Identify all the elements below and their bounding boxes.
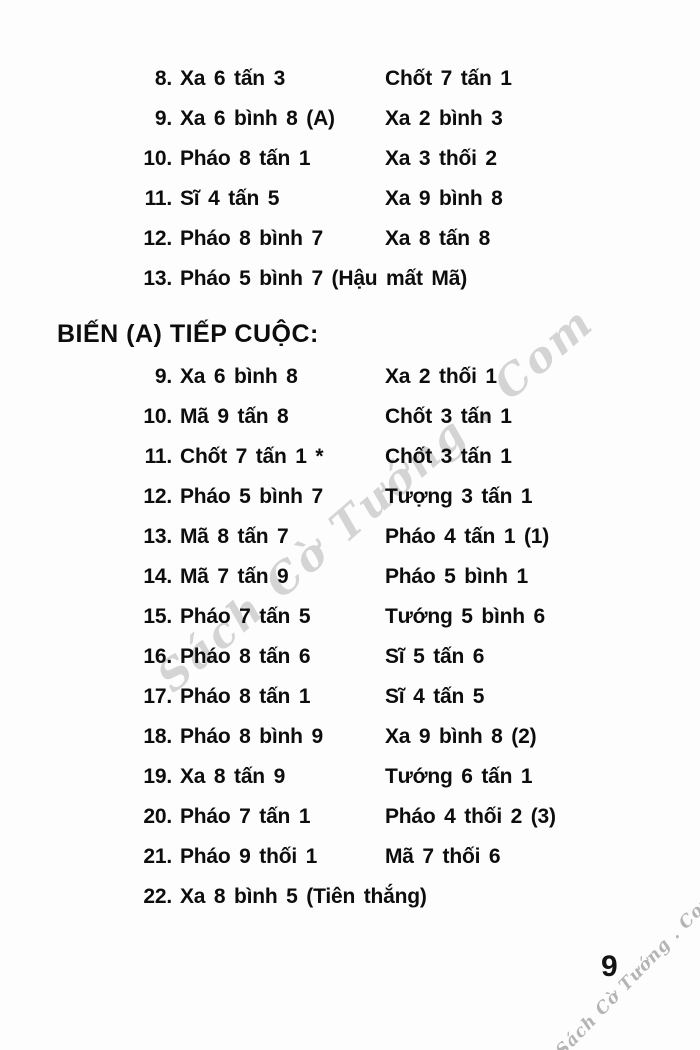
- move-row: 19. Xa 8 tấn 9 Tướng 6 tấn 1: [0, 758, 700, 798]
- black-move: Xa 2 bình 3: [385, 107, 503, 131]
- red-move: Pháo 5 bình 7: [180, 485, 323, 509]
- move-number: 9.: [154, 365, 172, 389]
- move-row: 14. Mã 7 tấn 9 Pháo 5 bình 1: [0, 558, 700, 598]
- move-number: 11.: [144, 187, 173, 211]
- move-row: 9. Xa 6 bình 8 (A) Xa 2 bình 3: [0, 100, 700, 140]
- move-number: 13.: [143, 267, 172, 291]
- black-move: Pháo 4 tấn 1 (1): [385, 525, 550, 549]
- red-move: Pháo 7 tấn 5: [180, 605, 311, 629]
- black-move: Tướng 5 bình 6: [385, 605, 545, 629]
- move-row: 16. Pháo 8 tấn 6 Sĩ 5 tấn 6: [0, 638, 700, 678]
- black-move: Xa 8 tấn 8: [385, 227, 491, 251]
- black-move: Tướng 6 tấn 1: [385, 765, 533, 789]
- black-move: Sĩ 4 tấn 5: [385, 685, 485, 709]
- move-row: 12. Pháo 5 bình 7 Tượng 3 tấn 1: [0, 478, 700, 518]
- move-number: 21.: [143, 845, 172, 869]
- red-move: Xa 6 bình 8: [180, 365, 298, 389]
- move-row: 11. Sĩ 4 tấn 5 Xa 9 bình 8: [0, 180, 700, 220]
- variation-heading: BIẾN (A) TIẾP CUỘC:: [57, 320, 319, 348]
- move-number: 16.: [143, 645, 172, 669]
- red-move: Xa 8 bình 5 (Tiên thắng): [180, 885, 427, 909]
- red-move: Chốt 7 tấn 1 *: [180, 445, 324, 469]
- move-number: 20.: [143, 805, 172, 829]
- move-number: 8.: [154, 67, 172, 91]
- red-move: Xa 8 tấn 9: [180, 765, 286, 789]
- move-row: 22. Xa 8 bình 5 (Tiên thắng): [0, 878, 700, 918]
- move-row: 9. Xa 6 bình 8 Xa 2 thối 1: [0, 358, 700, 398]
- move-number: 9.: [154, 107, 172, 131]
- black-move: Xa 2 thối 1: [385, 365, 497, 389]
- red-move: Pháo 5 bình 7 (Hậu mất Mã): [180, 267, 467, 291]
- move-row: 17. Pháo 8 tấn 1 Sĩ 4 tấn 5: [0, 678, 700, 718]
- move-row: 12. Pháo 8 bình 7 Xa 8 tấn 8: [0, 220, 700, 260]
- red-move: Pháo 7 tấn 1: [180, 805, 311, 829]
- black-move: Pháo 4 thối 2 (3): [385, 805, 556, 829]
- black-move: Tượng 3 tấn 1: [385, 485, 533, 509]
- red-move: Xa 6 tấn 3: [180, 67, 286, 91]
- move-row: 15. Pháo 7 tấn 5 Tướng 5 bình 6: [0, 598, 700, 638]
- move-number: 10.: [143, 405, 172, 429]
- red-move: Pháo 8 bình 9: [180, 725, 323, 749]
- move-number: 13.: [143, 525, 172, 549]
- black-move: Xa 9 bình 8: [385, 187, 503, 211]
- move-row: 13. Mã 8 tấn 7 Pháo 4 tấn 1 (1): [0, 518, 700, 558]
- move-number: 18.: [143, 725, 172, 749]
- move-row: 13. Pháo 5 bình 7 (Hậu mất Mã): [0, 260, 700, 300]
- red-move: Pháo 8 tấn 1: [180, 147, 311, 171]
- red-move: Mã 8 tấn 7: [180, 525, 289, 549]
- watermark-corner: Sách Cờ Tướng . Com: [552, 886, 700, 1050]
- move-number: 11.: [144, 445, 173, 469]
- move-row: 20. Pháo 7 tấn 1 Pháo 4 thối 2 (3): [0, 798, 700, 838]
- page-number: 9: [601, 950, 618, 983]
- move-number: 15.: [143, 605, 172, 629]
- move-number: 12.: [143, 227, 172, 251]
- move-row: 21. Pháo 9 thối 1 Mã 7 thối 6: [0, 838, 700, 878]
- main-line-moves: 8. Xa 6 tấn 3 Chốt 7 tấn 1 9. Xa 6 bình 8 (A…: [0, 60, 700, 300]
- black-move: Xa 9 bình 8 (2): [385, 725, 537, 749]
- move-number: 14.: [143, 565, 172, 589]
- red-move: Pháo 8 tấn 1: [180, 685, 311, 709]
- red-move: Pháo 8 bình 7: [180, 227, 323, 251]
- red-move: Pháo 9 thối 1: [180, 845, 318, 869]
- black-move: Chốt 3 tấn 1: [385, 445, 512, 469]
- move-number: 17.: [143, 685, 172, 709]
- move-row: 11. Chốt 7 tấn 1 * Chốt 3 tấn 1: [0, 438, 700, 478]
- move-number: 10.: [143, 147, 172, 171]
- red-move: Mã 9 tấn 8: [180, 405, 289, 429]
- black-move: Mã 7 thối 6: [385, 845, 501, 869]
- move-number: 19.: [143, 765, 172, 789]
- variation-a-moves: 9. Xa 6 bình 8 Xa 2 thối 1 10. Mã 9 tấn 8 Chố…: [0, 358, 700, 918]
- red-move: Xa 6 bình 8 (A): [180, 107, 335, 131]
- move-row: 8. Xa 6 tấn 3 Chốt 7 tấn 1: [0, 60, 700, 100]
- move-row: 10. Mã 9 tấn 8 Chốt 3 tấn 1: [0, 398, 700, 438]
- red-move: Sĩ 4 tấn 5: [180, 187, 280, 211]
- move-row: 18. Pháo 8 bình 9 Xa 9 bình 8 (2): [0, 718, 700, 758]
- black-move: Xa 3 thối 2: [385, 147, 497, 171]
- black-move: Chốt 3 tấn 1: [385, 405, 512, 429]
- black-move: Pháo 5 bình 1: [385, 565, 528, 589]
- move-number: 12.: [143, 485, 172, 509]
- black-move: Sĩ 5 tấn 6: [385, 645, 485, 669]
- move-row: 10. Pháo 8 tấn 1 Xa 3 thối 2: [0, 140, 700, 180]
- red-move: Pháo 8 tấn 6: [180, 645, 311, 669]
- move-number: 22.: [143, 885, 172, 909]
- red-move: Mã 7 tấn 9: [180, 565, 289, 589]
- black-move: Chốt 7 tấn 1: [385, 67, 512, 91]
